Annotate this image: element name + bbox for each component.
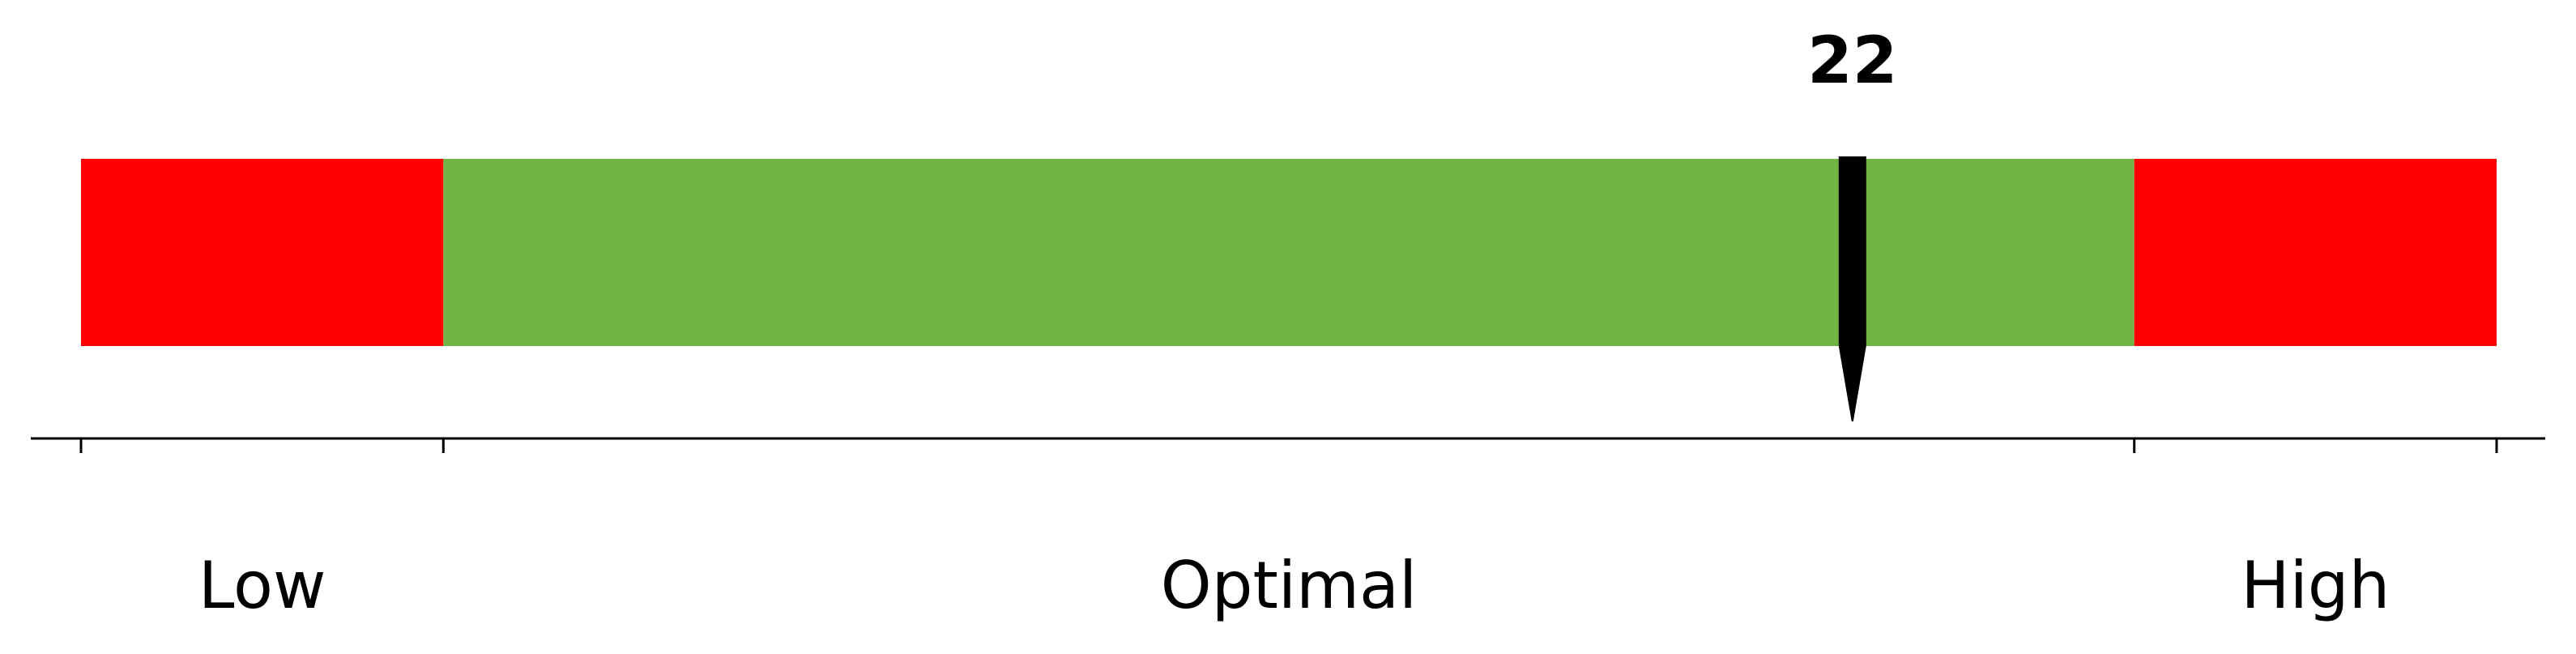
zone-label-low: Low: [198, 548, 326, 623]
axis-ticks: [79, 438, 2498, 453]
zone-labels: Low Optimal High: [198, 548, 2390, 623]
zone-bar-high: [2134, 159, 2497, 346]
value-marker: [1838, 156, 1866, 421]
marker-tip: [1838, 346, 1866, 421]
zone-bar-low: [81, 159, 444, 346]
value-label: 22: [1807, 23, 1897, 98]
marker-body: [1838, 156, 1866, 346]
zone-label-high: High: [2241, 548, 2390, 623]
zone-bars: [81, 159, 2497, 346]
zone-label-optimal: Optimal: [1161, 548, 1418, 623]
zone-bar-optimal: [443, 159, 2135, 346]
